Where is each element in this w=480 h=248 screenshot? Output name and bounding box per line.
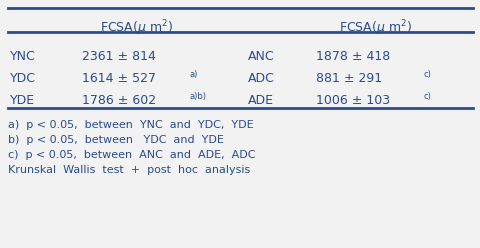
Text: 881 ± 291: 881 ± 291 bbox=[315, 72, 381, 85]
Text: c): c) bbox=[423, 92, 431, 101]
Text: Krunskal  Wallis  test  +  post  hoc  analysis: Krunskal Wallis test + post hoc analysis bbox=[8, 165, 250, 175]
Text: a): a) bbox=[190, 70, 198, 79]
Text: a)  p < 0.05,  between  YNC  and  YDC,  YDE: a) p < 0.05, between YNC and YDC, YDE bbox=[8, 120, 253, 130]
Text: 1878 ± 418: 1878 ± 418 bbox=[315, 50, 389, 63]
Text: 1006 ± 103: 1006 ± 103 bbox=[315, 94, 389, 107]
Text: a)b): a)b) bbox=[190, 92, 206, 101]
Text: c)  p < 0.05,  between  ANC  and  ADE,  ADC: c) p < 0.05, between ANC and ADE, ADC bbox=[8, 150, 255, 160]
Text: YNC: YNC bbox=[10, 50, 36, 63]
Text: 1614 ± 527: 1614 ± 527 bbox=[82, 72, 156, 85]
Text: c): c) bbox=[423, 70, 431, 79]
Text: ANC: ANC bbox=[248, 50, 274, 63]
Text: ADE: ADE bbox=[248, 94, 274, 107]
Text: 2361 ± 814: 2361 ± 814 bbox=[82, 50, 156, 63]
Text: ADC: ADC bbox=[248, 72, 274, 85]
Text: FCSA($\mu$ m$^2$): FCSA($\mu$ m$^2$) bbox=[100, 18, 173, 38]
Text: FCSA($\mu$ m$^2$): FCSA($\mu$ m$^2$) bbox=[339, 18, 412, 38]
Text: YDE: YDE bbox=[10, 94, 35, 107]
Text: YDC: YDC bbox=[10, 72, 36, 85]
Text: 1786 ± 602: 1786 ± 602 bbox=[82, 94, 156, 107]
Text: b)  p < 0.05,  between   YDC  and  YDE: b) p < 0.05, between YDC and YDE bbox=[8, 135, 223, 145]
